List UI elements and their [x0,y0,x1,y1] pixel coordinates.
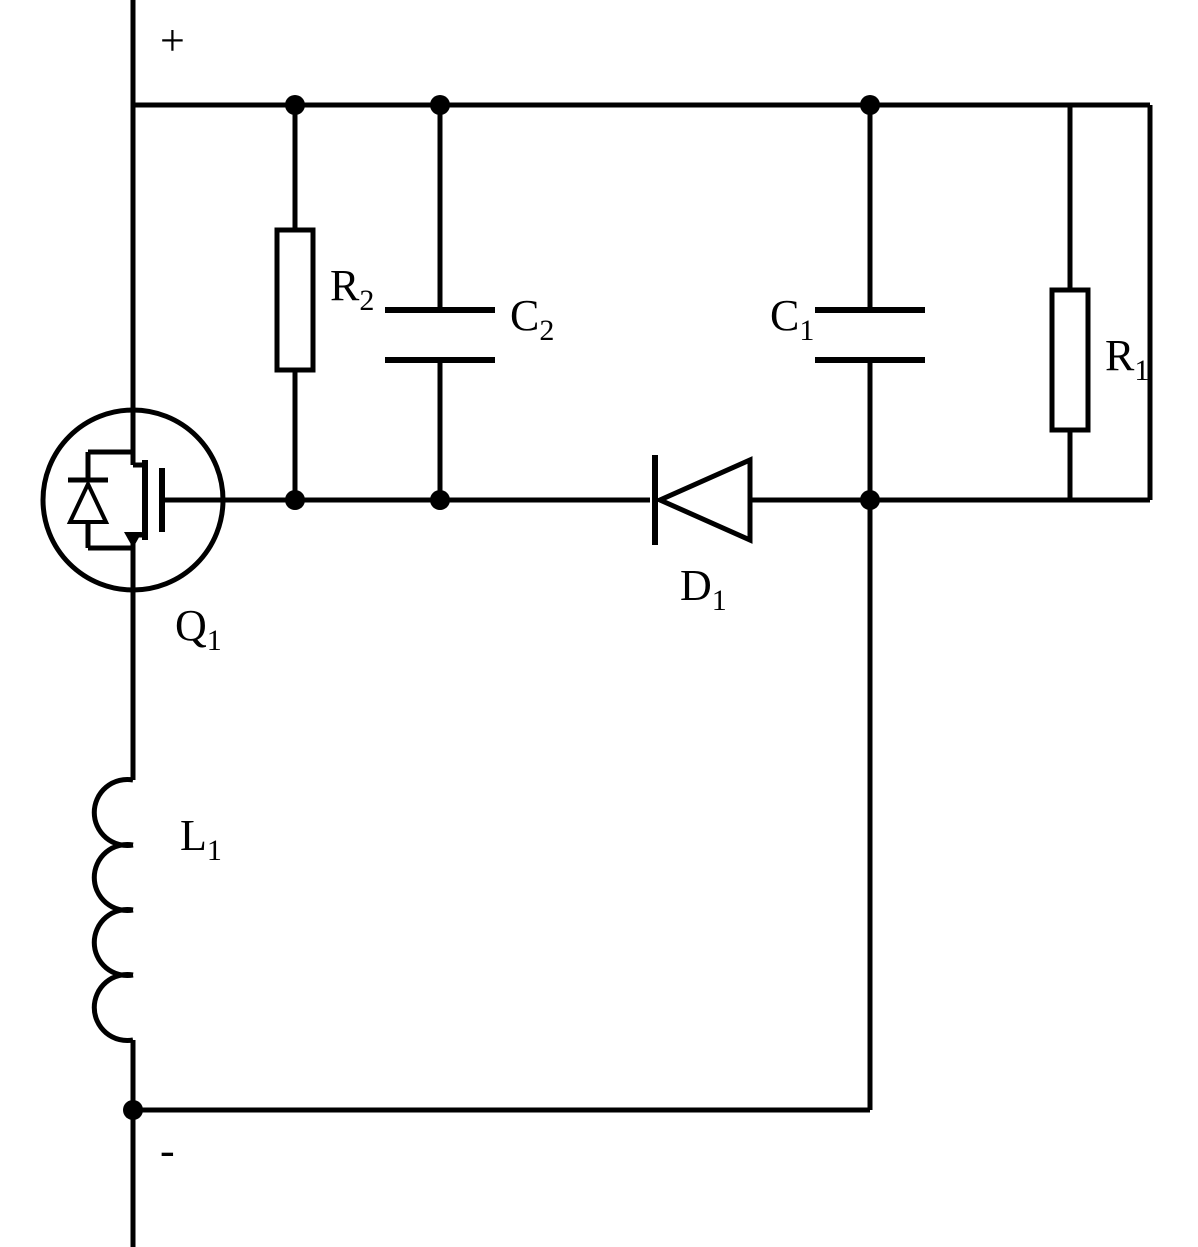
node-bot-left [123,1100,143,1120]
inductor-l1 [94,780,133,1041]
terminal-minus-label: - [160,1126,175,1175]
node-top-c1 [860,95,880,115]
label-c1: C1 [770,291,814,347]
node-top-r2 [285,95,305,115]
label-c2: C2 [510,291,554,347]
label-q1: Q1 [175,601,222,657]
label-r1: R1 [1105,331,1149,387]
diode-d1 [655,455,750,545]
node-top-c2 [430,95,450,115]
label-r2: R2 [330,261,374,317]
node-mid-c1 [860,490,880,510]
label-l1: L1 [180,811,222,867]
node-mid-c2 [430,490,450,510]
label-d1: D1 [680,561,727,617]
node-mid-r2 [285,490,305,510]
igbt-q1 [43,410,223,590]
terminal-plus-label: + [160,16,185,65]
resistor-r1 [1052,290,1088,430]
resistor-r2 [277,230,313,370]
circuit-schematic: + - [0,0,1198,1247]
